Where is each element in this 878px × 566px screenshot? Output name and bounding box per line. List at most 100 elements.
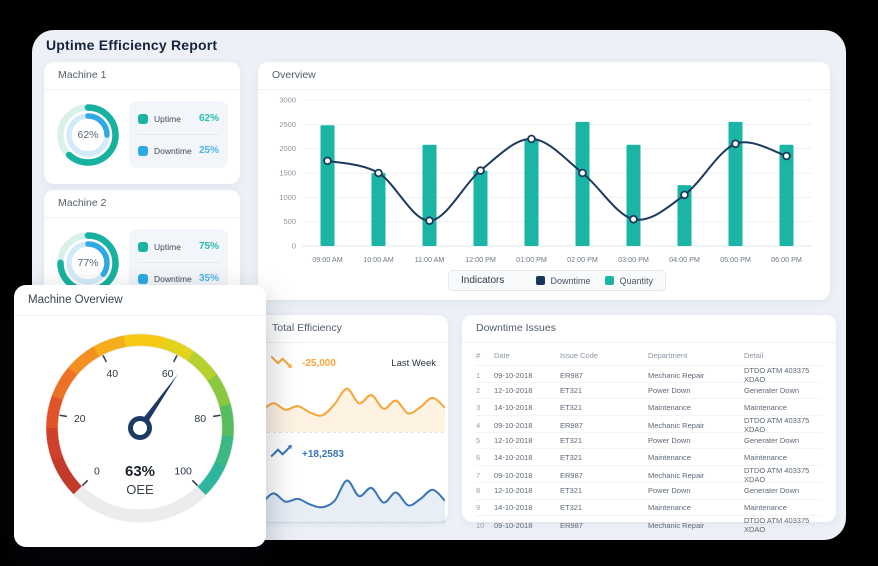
indicators-legend: Indicators Downtime Quantity xyxy=(448,270,666,291)
page-title: Uptime Efficiency Report xyxy=(46,37,218,53)
table-cell: 1 xyxy=(476,370,481,380)
svg-text:80: 80 xyxy=(194,413,206,425)
downtime-label: Downtime xyxy=(154,145,192,156)
table-cell: Mechanic Repair xyxy=(648,420,705,430)
table-row: 7 09-10-2018 ER987 Mechanic Repair DTDO ATM … xyxy=(476,466,822,485)
table-header-row: # Date Issue Code Department Detail xyxy=(476,346,822,366)
machine-2-uptime-row: Uptime 75% xyxy=(138,231,219,262)
last-week-change-value: -25,000 xyxy=(302,358,336,369)
machine-2-title: Machine 2 xyxy=(44,190,240,218)
panel-machine-1: Machine 1 62% Uptime 62% Downtime 25% xyxy=(44,62,240,184)
machine-overview-title: Machine Overview xyxy=(14,285,266,316)
current-change-value: +18,2583 xyxy=(302,449,344,460)
overview-combo-chart[interactable]: 0 500 1000 1500 2000 2500 3000 09:00 AM 10:00 AM… xyxy=(268,92,820,275)
table-cell: ER987 xyxy=(560,520,583,530)
table-cell: ER987 xyxy=(560,470,583,480)
table-cell: Generater Down xyxy=(744,436,800,446)
machine-1-center-value: 62% xyxy=(77,128,99,141)
table-cell: Mechanic Repair xyxy=(648,370,705,380)
svg-text:02:00 PM: 02:00 PM xyxy=(567,255,598,264)
uptime-swatch xyxy=(138,113,148,124)
downtime-swatch xyxy=(138,273,148,284)
table-cell: ET321 xyxy=(560,436,583,446)
machine-1-donut-chart: 62% xyxy=(56,103,120,167)
table-cell: 9 xyxy=(476,502,481,512)
svg-text:1000: 1000 xyxy=(279,193,296,202)
machine-overview-card: Machine Overview 0 20 40 60 80 100 63% OEE xyxy=(14,285,266,547)
column-header: Department xyxy=(648,351,688,360)
table-cell: Power Down xyxy=(648,386,691,396)
table-cell: 14-10-2018 xyxy=(494,502,533,512)
table-cell: ET321 xyxy=(560,452,583,462)
table-cell: DTDO ATM 403375 XDAO xyxy=(744,466,810,485)
quantity-swatch xyxy=(605,276,615,285)
svg-text:40: 40 xyxy=(106,368,118,380)
svg-text:11:00 AM: 11:00 AM xyxy=(415,255,445,264)
last-week-trend-row: -25,000 Last Week xyxy=(258,343,448,376)
downtime-issues-title: Downtime Issues xyxy=(462,315,836,343)
table-cell: 09-10-2018 xyxy=(494,470,533,480)
table-row: 10 09-10-2018 ER987 Mechanic Repair DTDO ATM… xyxy=(476,516,822,534)
table-cell: Maintenance xyxy=(744,452,787,462)
table-row: 5 12-10-2018 ET321 Power Down Generater Down xyxy=(476,433,822,450)
trend-down-icon xyxy=(270,353,294,374)
svg-text:0: 0 xyxy=(94,466,100,478)
table-cell: 14-10-2018 xyxy=(494,402,533,412)
uptime-label: Uptime xyxy=(154,241,181,252)
column-header: Date xyxy=(494,351,510,360)
machine-1-legend: Uptime 62% Downtime 25% xyxy=(129,101,228,168)
table-cell: Mechanic Repair xyxy=(648,470,705,480)
table-cell: 09-10-2018 xyxy=(494,520,533,530)
table-cell: 12-10-2018 xyxy=(494,386,533,396)
svg-text:60: 60 xyxy=(162,368,174,380)
svg-text:12:00 PM: 12:00 PM xyxy=(465,255,496,264)
machine-2-center-value: 77% xyxy=(77,256,99,269)
table-cell: Generater Down xyxy=(744,386,800,396)
table-cell: 4 xyxy=(476,420,481,430)
column-header: # xyxy=(476,351,481,360)
last-week-sparkline[interactable] xyxy=(261,378,445,434)
svg-text:3000: 3000 xyxy=(279,96,296,105)
downtime-value: 25% xyxy=(198,145,219,156)
current-sparkline[interactable] xyxy=(261,469,445,525)
svg-text:04:00 PM: 04:00 PM xyxy=(669,255,700,264)
column-header: Issue Code xyxy=(560,351,598,360)
table-cell: Maintenance xyxy=(648,452,691,462)
uptime-swatch xyxy=(138,241,148,252)
svg-text:OEE: OEE xyxy=(126,482,154,497)
current-trend-row: +18,2583 xyxy=(258,434,448,467)
table-cell: 2 xyxy=(476,386,481,396)
last-week-label: Last Week xyxy=(391,358,436,369)
table-cell: Power Down xyxy=(648,436,691,446)
legend-item-quantity[interactable]: Quantity xyxy=(605,276,653,286)
machine-1-uptime-row: Uptime 62% xyxy=(138,103,219,134)
table-cell: Maintenance xyxy=(744,502,787,512)
downtime-swatch xyxy=(536,276,546,285)
table-cell: 09-10-2018 xyxy=(494,420,533,430)
table-cell: 12-10-2018 xyxy=(494,436,533,446)
svg-text:0: 0 xyxy=(292,242,296,251)
table-cell: ER987 xyxy=(560,420,583,430)
svg-text:2000: 2000 xyxy=(279,144,296,153)
table-cell: ER987 xyxy=(560,370,583,380)
table-cell: 09-10-2018 xyxy=(494,370,533,380)
table-cell: Mechanic Repair xyxy=(648,520,705,530)
panel-overview: Overview 0 500 1000 1500 2000 2500 3000 09:00 A… xyxy=(258,62,830,300)
svg-text:2500: 2500 xyxy=(279,120,296,129)
table-row: 9 14-10-2018 ET321 Maintenance Maintenance xyxy=(476,500,822,517)
legend-quantity-label: Quantity xyxy=(619,275,653,286)
table-row: 2 12-10-2018 ET321 Power Down Generater Down xyxy=(476,383,822,400)
table-cell: Power Down xyxy=(648,486,691,496)
table-cell: 12-10-2018 xyxy=(494,486,533,496)
svg-text:01:00 PM: 01:00 PM xyxy=(516,255,547,264)
svg-text:09:00 AM: 09:00 AM xyxy=(312,255,342,264)
table-cell: DTDO ATM 403375 XDAO xyxy=(744,366,810,384)
uptime-label: Uptime xyxy=(154,113,181,124)
column-header: Detail xyxy=(744,351,764,360)
svg-text:63%: 63% xyxy=(125,463,155,480)
panel-total-efficiency: Total Efficiency -25,000 Last Week +18,2… xyxy=(258,315,448,525)
table-row: 4 09-10-2018 ER987 Mechanic Repair DTDO ATM … xyxy=(476,416,822,434)
legend-item-downtime[interactable]: Downtime xyxy=(536,276,590,286)
machine-1-downtime-row: Downtime 25% xyxy=(138,134,219,166)
